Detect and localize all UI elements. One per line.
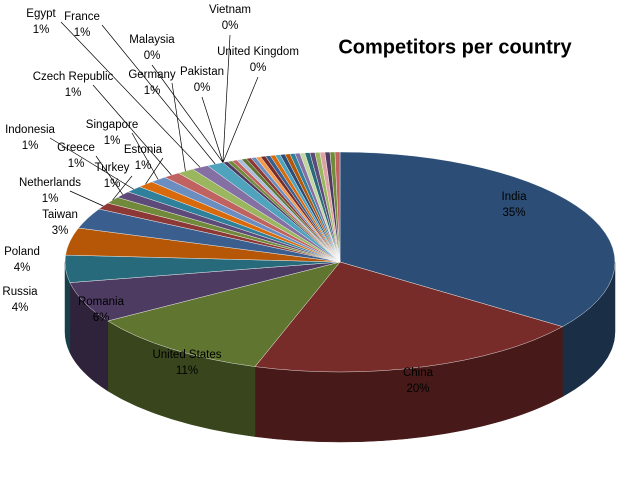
- slice-value-label: 0%: [222, 20, 239, 32]
- slice-label: Netherlands: [19, 177, 81, 189]
- slice-value-label: 1%: [135, 160, 152, 172]
- slice-label: Greece: [57, 142, 95, 154]
- slice-label: Romania: [78, 296, 125, 308]
- slice: [107, 261, 341, 367]
- slice-label: Germany: [128, 69, 176, 81]
- slice-value-label: 1%: [68, 158, 85, 170]
- slice-value-label: 1%: [22, 140, 39, 152]
- slice-label: India: [502, 191, 528, 203]
- slice-value-label: 6%: [93, 312, 110, 324]
- slice-label: Pakistan: [180, 66, 224, 78]
- slice-value-label: 1%: [74, 27, 91, 39]
- slice-value-label: 20%: [406, 383, 429, 395]
- leader-line: [222, 76, 259, 163]
- slice-value-label: 0%: [144, 50, 161, 62]
- leader-line: [60, 21, 201, 168]
- leader-line: [101, 24, 216, 165]
- slice-label: United States: [152, 349, 221, 361]
- slice-label: France: [64, 11, 100, 23]
- slice-label: Estonia: [124, 144, 163, 156]
- leader-line: [201, 96, 224, 163]
- leader-line: [222, 34, 231, 163]
- slice-label: Singapore: [86, 119, 138, 131]
- slice-value-label: 1%: [104, 135, 121, 147]
- slice-label: China: [403, 367, 434, 379]
- pie-sides: [64, 261, 616, 443]
- slice-value-label: 35%: [502, 207, 525, 219]
- leader-line: [151, 64, 224, 163]
- slice-label: Malaysia: [129, 34, 175, 46]
- slice: [254, 261, 563, 373]
- slice-value-label: 1%: [65, 87, 82, 99]
- leader-line: [49, 137, 134, 190]
- slice-value-label: 3%: [52, 225, 69, 237]
- slice-label: Egypt: [26, 8, 56, 20]
- slice-value-label: 1%: [42, 193, 59, 205]
- leader-line: [95, 155, 123, 195]
- slice-value-label: 4%: [12, 302, 29, 314]
- slice-label: Vietnam: [209, 4, 251, 16]
- leader-line: [112, 175, 133, 201]
- slice: [339, 151, 616, 327]
- slice-label: Turkey: [95, 162, 130, 174]
- slice-value-label: 0%: [194, 82, 211, 94]
- slice-label: Taiwan: [42, 209, 78, 221]
- slice-value-label: 11%: [176, 365, 198, 377]
- leader-line: [92, 84, 172, 176]
- slice-value-label: 1%: [104, 178, 121, 190]
- leader-line: [69, 190, 104, 207]
- leader-line: [131, 132, 159, 180]
- minor-slice: [334, 151, 341, 263]
- slice-value-label: 4%: [14, 262, 31, 274]
- slice-value-label: 1%: [33, 24, 50, 36]
- slice-value-label: 0%: [250, 62, 267, 74]
- slice-label: Czech Republic: [33, 71, 114, 83]
- slice-label: Indonesia: [5, 124, 55, 136]
- slice-label: Russia: [2, 286, 38, 298]
- slice-label: Poland: [4, 246, 40, 258]
- slice-value-label: 1%: [144, 85, 161, 97]
- chart-title: Competitors per country: [338, 36, 572, 58]
- leader-line: [171, 82, 186, 172]
- slice-label: United Kingdom: [217, 46, 299, 58]
- pie-top: [64, 151, 616, 373]
